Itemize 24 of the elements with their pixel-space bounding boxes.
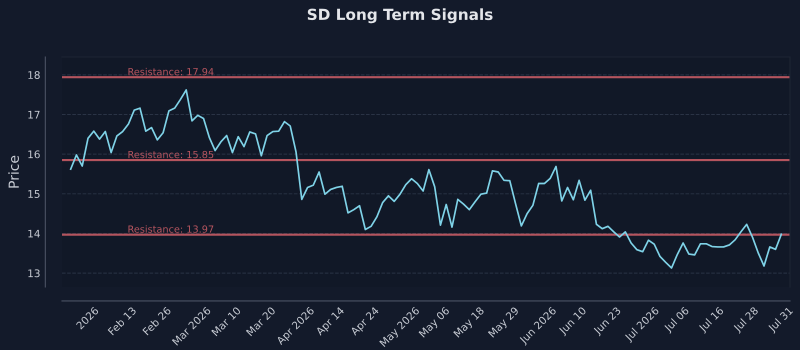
x-tick-label: Apr 14 — [315, 306, 346, 338]
x-tick-label: Mar 20 — [246, 306, 276, 336]
chart-title: SD Long Term Signals — [308, 8, 493, 24]
x-tick-label: Jul 16 — [698, 306, 726, 334]
x-tick-label: Jun 23 — [592, 306, 623, 336]
x-tick-label: Feb 13 — [107, 306, 137, 336]
x-tick-label: Jul 31 — [767, 306, 794, 334]
x-tick-label: Feb 26 — [142, 306, 172, 336]
line-series — [70, 89, 782, 269]
ref-line-label: Resistance: 15.85 — [128, 150, 214, 158]
x-tick-label: Jul 06 — [663, 306, 691, 334]
y-tick-label: 13 — [28, 269, 40, 278]
y-tick-label: 18 — [28, 71, 40, 79]
x-tick-label: Apr 24 — [350, 306, 381, 338]
y-tick-label: 16 — [28, 150, 40, 158]
x-tick-label: Jun 10 — [558, 306, 588, 336]
x-tick-label: Mar 10 — [211, 306, 242, 336]
y-tick-label: 14 — [28, 230, 40, 238]
y-tick-label: 15 — [28, 190, 40, 198]
y-axis-title: Price — [8, 156, 19, 188]
x-tick-label: Jul 28 — [732, 306, 760, 334]
y-tick-label: 17 — [28, 110, 40, 118]
ref-line-label: Resistance: 17.94 — [128, 68, 214, 76]
ref-line-label: Resistance: 13.97 — [128, 225, 214, 233]
